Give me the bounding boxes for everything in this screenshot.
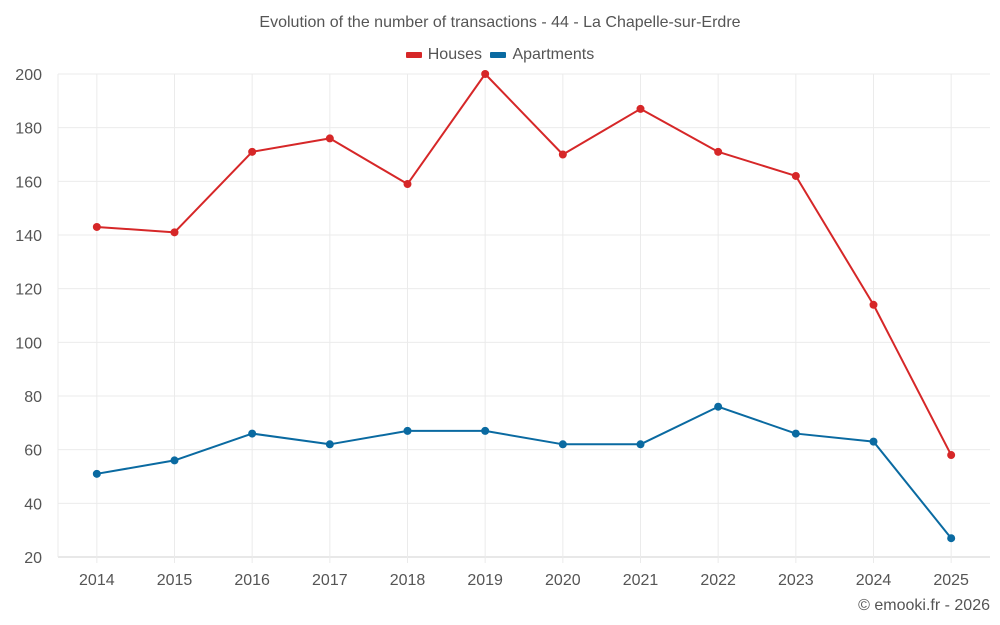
y-tick-label: 140: [15, 228, 42, 245]
data-point-apartments: [947, 534, 956, 543]
data-point-apartments: [481, 426, 490, 435]
data-point-apartments: [403, 426, 412, 435]
legend-label-houses: Houses: [427, 46, 482, 63]
legend-item-houses[interactable]: Houses: [405, 46, 482, 64]
series-line-apartments: [96, 405, 952, 539]
footer-credit: © emooki.fr - 2026: [858, 597, 990, 614]
x-tick-label: 2014: [79, 572, 115, 589]
x-tick-label: 2023: [778, 572, 814, 589]
data-point-houses: [947, 451, 956, 460]
series-line-houses: [96, 73, 953, 456]
x-tick-label: 2018: [390, 572, 426, 589]
data-point-apartments: [170, 456, 179, 465]
x-tick-label: 2021: [623, 572, 659, 589]
legend-label-apartments: Apartments: [512, 46, 595, 63]
data-point-houses: [170, 228, 179, 237]
data-point-houses: [869, 300, 878, 309]
chart-title: Evolution of the number of transactions …: [259, 14, 741, 31]
legend-item-apartments[interactable]: Apartments: [490, 46, 594, 64]
data-point-apartments: [325, 440, 334, 449]
legend: Houses Apartments: [0, 45, 1000, 64]
x-tick-label: 2015: [157, 572, 193, 589]
data-point-houses: [325, 134, 334, 143]
data-point-houses: [92, 222, 101, 231]
y-tick-label: 20: [24, 550, 42, 567]
data-point-apartments: [636, 440, 645, 449]
data-point-apartments: [92, 469, 101, 478]
y-tick-label: 180: [15, 121, 42, 138]
y-tick-label: 40: [24, 496, 42, 513]
x-tick-label: 2024: [856, 572, 892, 589]
data-point-apartments: [714, 402, 723, 411]
data-point-houses: [558, 150, 567, 159]
data-point-apartments: [791, 429, 800, 438]
data-point-houses: [636, 104, 645, 113]
x-tick-label: 2025: [933, 572, 969, 589]
data-point-houses: [791, 171, 800, 180]
legend-swatch-apartments: [490, 52, 507, 58]
data-point-houses: [714, 147, 723, 156]
x-tick-label: 2017: [312, 572, 348, 589]
x-tick-label: 2020: [545, 572, 581, 589]
y-tick-label: 160: [15, 174, 42, 191]
y-tick-label: 80: [24, 389, 42, 406]
data-point-apartments: [558, 440, 567, 449]
data-point-houses: [481, 70, 490, 78]
y-tick-label: 60: [24, 443, 42, 460]
x-tick-label: 2016: [234, 572, 270, 589]
data-point-houses: [403, 180, 412, 189]
data-point-apartments: [869, 437, 878, 446]
x-tick-label: 2022: [700, 572, 736, 589]
y-tick-label: 200: [15, 67, 42, 84]
y-tick-label: 120: [15, 282, 42, 299]
data-point-apartments: [248, 429, 257, 438]
y-tick-label: 100: [15, 335, 42, 352]
legend-swatch-houses: [405, 52, 422, 58]
x-tick-label: 2019: [467, 572, 503, 589]
data-point-houses: [248, 147, 257, 156]
